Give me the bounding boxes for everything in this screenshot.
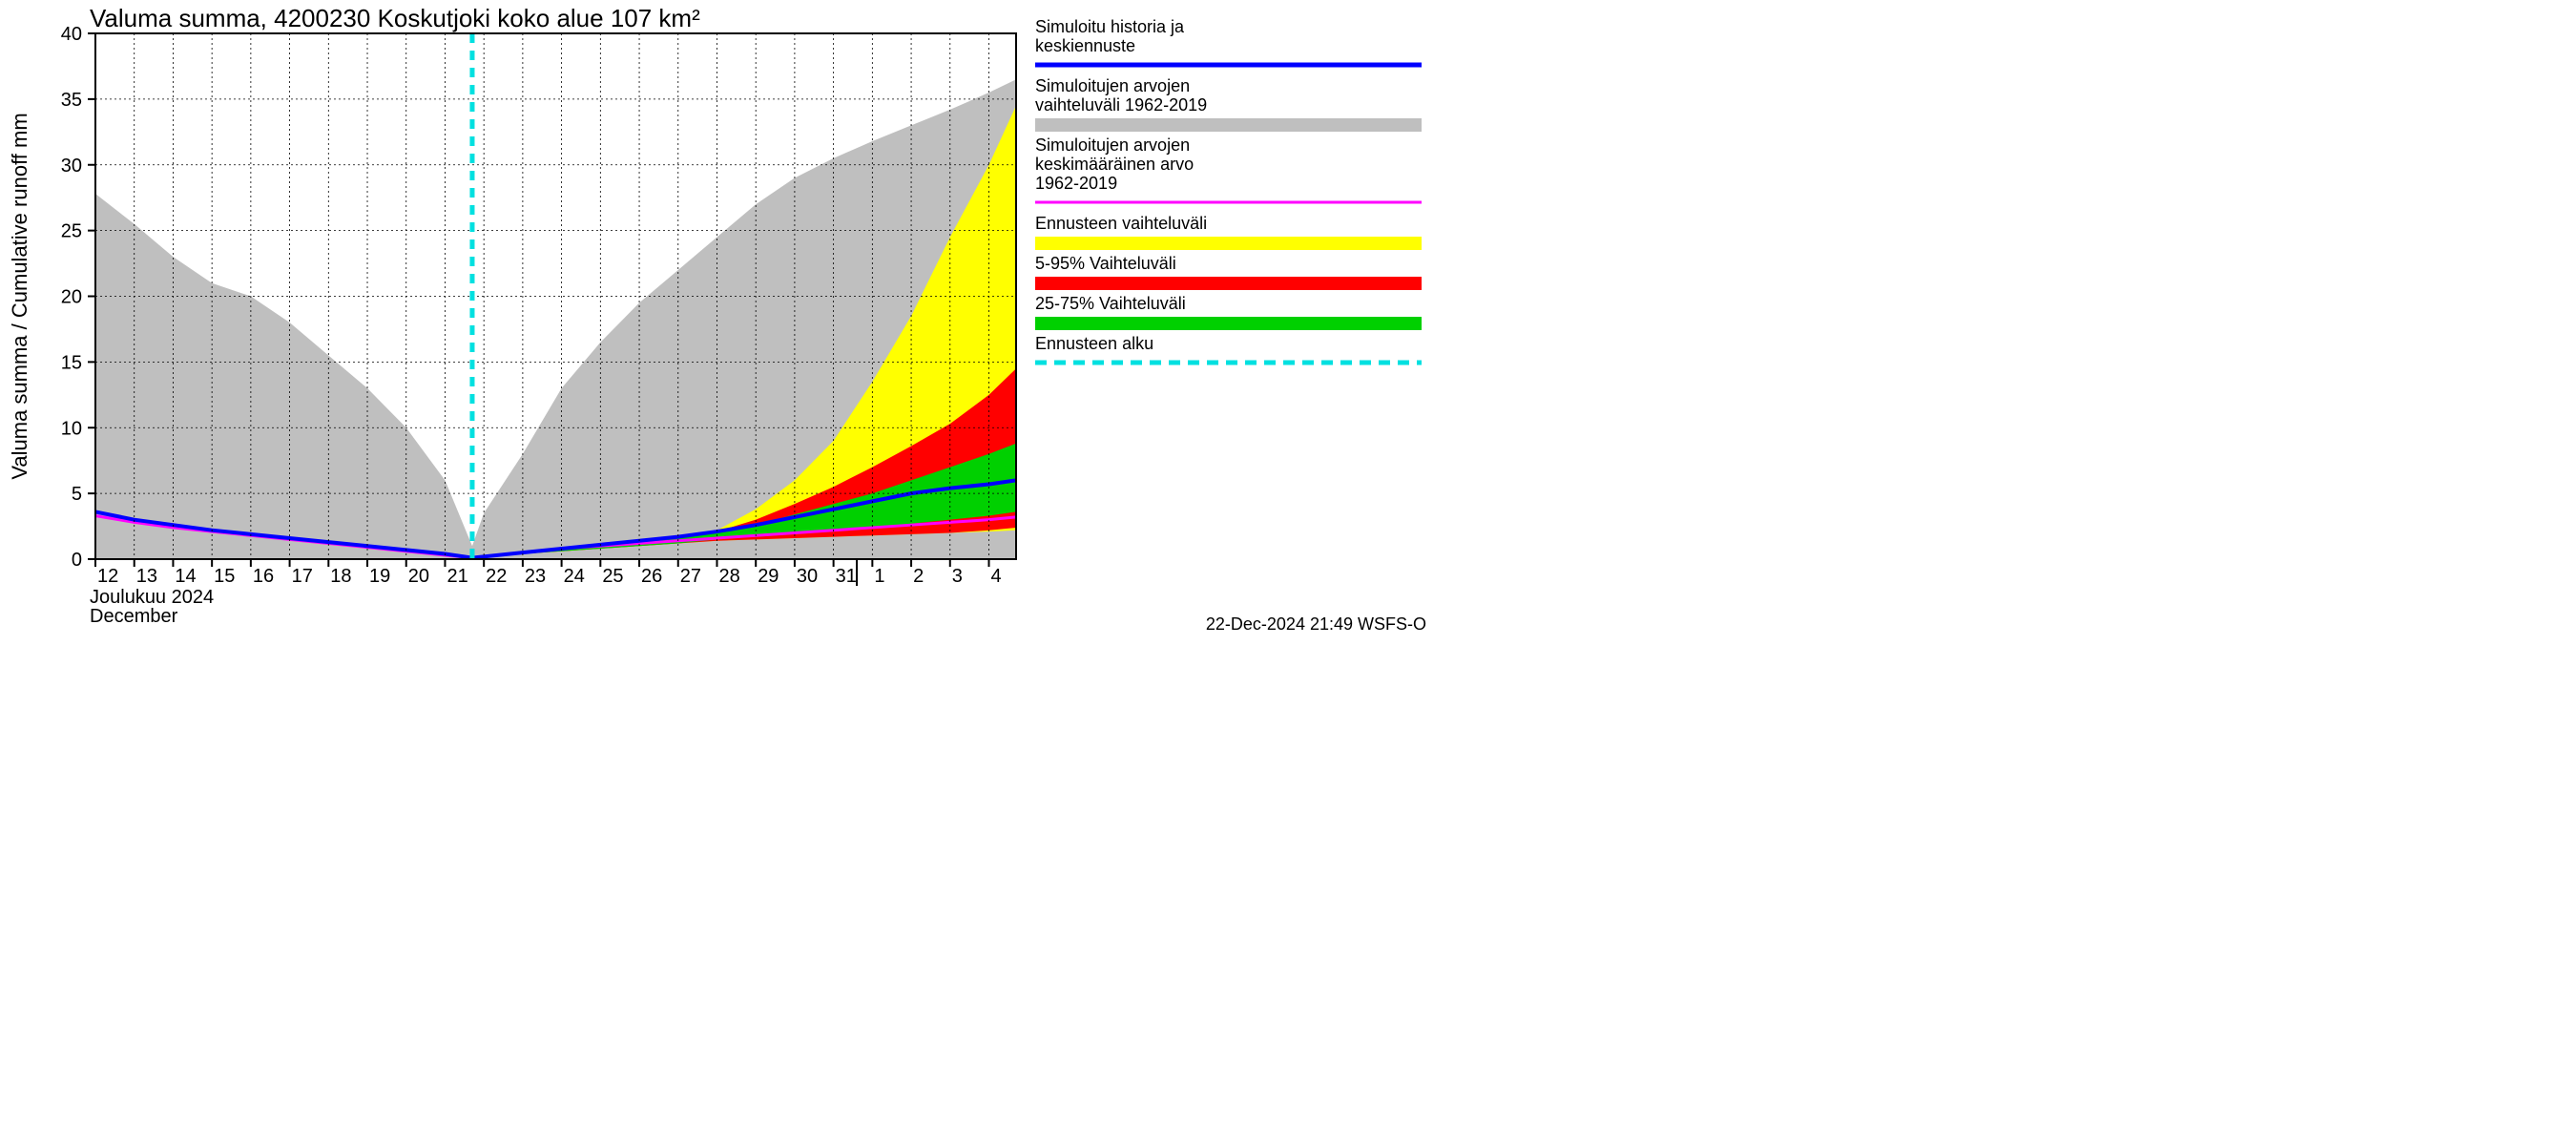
y-axis-label: Valuma summa / Cumulative runoff mm [8,113,31,479]
ytick-label: 25 [61,221,82,242]
legend-swatch [1035,118,1422,132]
chart-container: 0510152025303540121314151617181920212223… [0,0,1431,636]
runoff-chart: 0510152025303540121314151617181920212223… [0,0,1431,636]
ytick-label: 0 [72,550,82,571]
legend-label: 5-95% Vaihteluväli [1035,254,1176,273]
legend-label: keskiennuste [1035,36,1135,55]
xtick-label: 18 [330,566,351,587]
chart-title: Valuma summa, 4200230 Koskutjoki koko al… [90,4,700,32]
legend-label: Ennusteen vaihteluväli [1035,214,1207,233]
legend-label: keskimääräinen arvo [1035,155,1194,174]
xtick-label: 31 [836,566,857,587]
legend-label: Simuloitu historia ja [1035,17,1185,36]
legend-label: Ennusteen alku [1035,334,1153,353]
ytick-label: 20 [61,287,82,308]
xtick-label: 25 [602,566,623,587]
xtick-label: 2 [913,566,924,587]
ytick-label: 40 [61,24,82,45]
xtick-label: 26 [641,566,662,587]
xtick-label: 14 [175,566,196,587]
ytick-label: 5 [72,484,82,505]
legend-label: 25-75% Vaihteluväli [1035,294,1186,313]
xtick-label: 15 [214,566,235,587]
xtick-label: 16 [253,566,274,587]
xtick-label: 29 [758,566,779,587]
xtick-label: 21 [447,566,467,587]
month-label-fi: Joulukuu 2024 [90,587,214,608]
legend-swatch [1035,317,1422,330]
xtick-label: 12 [97,566,118,587]
ytick-label: 15 [61,352,82,373]
xtick-label: 23 [525,566,546,587]
legend-label: vaihteluväli 1962-2019 [1035,95,1207,114]
xtick-label: 19 [369,566,390,587]
xtick-label: 27 [680,566,701,587]
legend-label: 1962-2019 [1035,174,1117,193]
xtick-label: 1 [874,566,884,587]
legend-label: Simuloitujen arvojen [1035,135,1190,155]
legend-label: Simuloitujen arvojen [1035,76,1190,95]
xtick-label: 3 [952,566,963,587]
xtick-label: 17 [292,566,313,587]
month-label-en: December [90,606,178,627]
xtick-label: 24 [564,566,585,587]
xtick-label: 13 [136,566,157,587]
xtick-label: 4 [990,566,1001,587]
xtick-label: 20 [408,566,429,587]
legend-swatch [1035,277,1422,290]
xtick-label: 22 [486,566,507,587]
xtick-label: 30 [797,566,818,587]
footer-timestamp: 22-Dec-2024 21:49 WSFS-O [1206,614,1426,634]
ytick-label: 10 [61,418,82,439]
xtick-label: 28 [718,566,739,587]
legend-swatch [1035,237,1422,250]
ytick-label: 35 [61,90,82,111]
ytick-label: 30 [61,156,82,177]
